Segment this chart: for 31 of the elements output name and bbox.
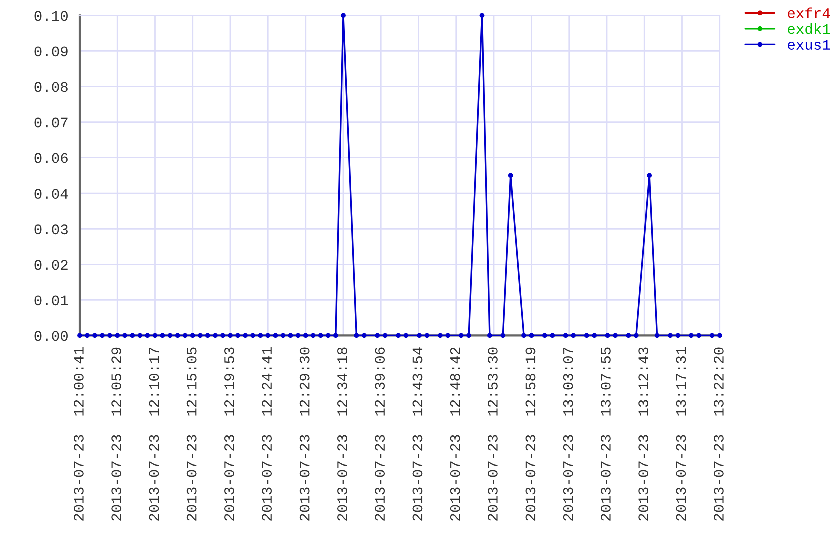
- x-tick-label: 2013-07-23 13:22:20: [714, 348, 724, 521]
- legend-label: exdk1: [788, 23, 830, 34]
- x-tick-label: 2013-07-23 12:00:41: [74, 348, 84, 521]
- legend-label: exfr4: [788, 8, 830, 18]
- x-tick-label: 2013-07-23 12:58:19: [526, 348, 536, 521]
- x-tick-label: 2013-07-23 12:05:29: [112, 348, 122, 521]
- y-tick-label: 0.00: [34, 331, 68, 342]
- y-tick-label: 0.10: [34, 11, 68, 22]
- x-tick-label: 2013-07-23 12:34:18: [338, 348, 348, 521]
- x-tick-label: 2013-07-23 13:12:43: [638, 348, 649, 521]
- y-tick-label: 0.02: [34, 260, 68, 270]
- x-tick-label: 2013-07-23 12:43:54: [412, 348, 423, 521]
- y-tick-label: 0.04: [34, 189, 68, 200]
- y-tick-label: 0.09: [34, 46, 68, 57]
- x-tick-label: 2013-07-23 12:53:30: [488, 348, 498, 521]
- x-tick-label: 2013-07-23 12:24:41: [262, 348, 272, 521]
- x-tick-label: 2013-07-23 12:29:30: [300, 348, 310, 521]
- y-tick-label: 0.03: [34, 224, 68, 235]
- x-tick-label: 2013-07-23 13:03:07: [563, 348, 574, 521]
- legend-label: exus1: [788, 40, 830, 50]
- x-tick-label: 2013-07-23 12:39:06: [375, 348, 386, 521]
- y-tick-label: 0.06: [34, 153, 68, 164]
- x-tick-label: 2013-07-23 13:17:31: [676, 348, 686, 521]
- y-tick-label: 0.07: [34, 118, 68, 128]
- x-tick-label: 2013-07-23 12:10:17: [149, 348, 160, 521]
- x-tick-label: 2013-07-23 12:15:05: [186, 348, 197, 521]
- x-tick-label: 2013-07-23 13:07:55: [601, 348, 611, 521]
- y-tick-label: 0.08: [34, 82, 68, 92]
- y-tick-label: 0.01: [34, 296, 68, 306]
- x-tick-label: 2013-07-23 12:19:53: [224, 348, 234, 521]
- x-tick-label: 2013-07-23 12:48:42: [450, 348, 460, 521]
